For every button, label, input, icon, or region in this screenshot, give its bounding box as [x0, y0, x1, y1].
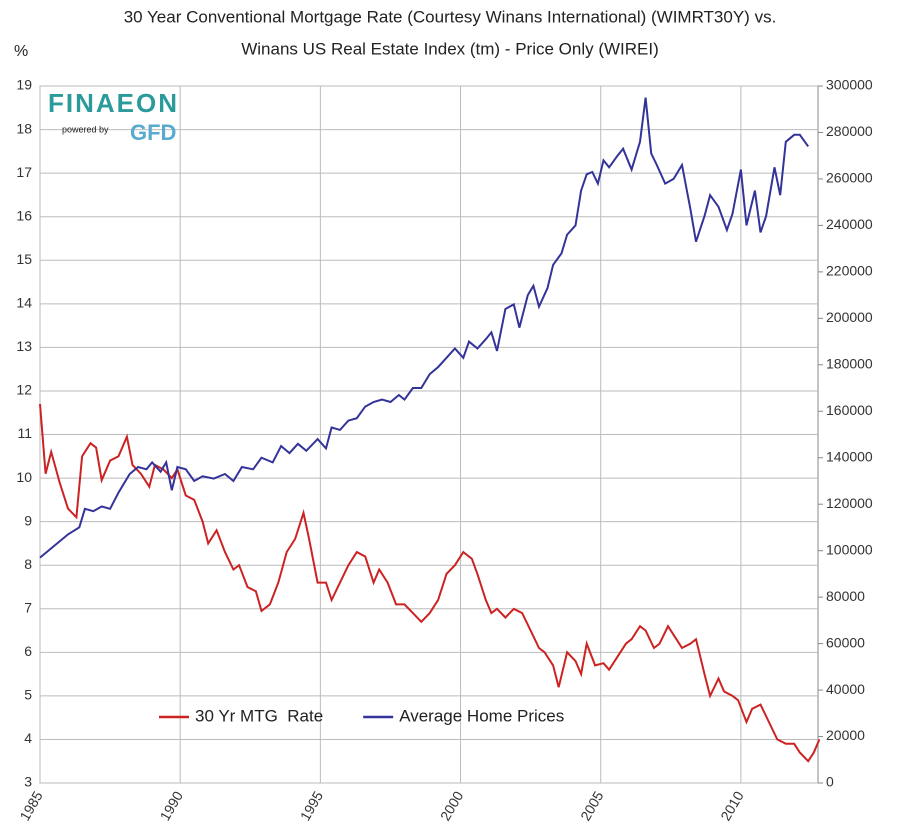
y-tick-label: 4 [24, 730, 32, 746]
y-axis-label: % [14, 43, 28, 60]
y2-tick-label: 40000 [826, 681, 865, 697]
y-tick-label: 7 [24, 599, 32, 615]
y2-tick-label: 120000 [826, 495, 873, 511]
y-tick-label: 19 [16, 77, 32, 93]
y-tick-label: 9 [24, 512, 32, 528]
y2-tick-label: 240000 [826, 216, 873, 232]
y2-tick-label: 300000 [826, 77, 873, 93]
y-tick-label: 10 [16, 469, 32, 485]
legend-label: Average Home Prices [399, 706, 564, 725]
y-tick-label: 11 [17, 425, 32, 441]
chart-title: 30 Year Conventional Mortgage Rate (Cour… [124, 7, 777, 26]
y-tick-label: 18 [16, 120, 32, 136]
y-tick-label: 3 [24, 774, 32, 790]
y2-tick-label: 140000 [826, 448, 873, 464]
y2-tick-label: 260000 [826, 170, 873, 186]
y-tick-label: 16 [16, 207, 32, 223]
y-tick-label: 12 [16, 382, 32, 398]
legend-label: 30 Yr MTG Rate [195, 706, 323, 725]
y2-tick-label: 80000 [826, 588, 865, 604]
chart-title: Winans US Real Estate Index (tm) - Price… [241, 39, 659, 58]
y-tick-label: 13 [16, 338, 32, 354]
y-tick-label: 6 [24, 643, 32, 659]
y2-tick-label: 200000 [826, 309, 873, 325]
y-tick-label: 15 [16, 251, 32, 267]
y-tick-label: 5 [24, 687, 32, 703]
data-line [39, 97, 810, 559]
y2-tick-label: 180000 [826, 356, 873, 372]
logo: powered by [62, 124, 109, 134]
y-tick-label: 17 [16, 164, 32, 180]
y2-tick-label: 20000 [826, 727, 865, 743]
y2-tick-label: 0 [826, 774, 834, 790]
y2-tick-label: 280000 [826, 123, 873, 139]
logo: GFD [130, 120, 176, 145]
y2-tick-label: 60000 [826, 634, 865, 650]
y2-tick-label: 100000 [826, 541, 873, 557]
logo: FINAEON [48, 88, 179, 118]
y-tick-label: 14 [16, 295, 32, 311]
y2-tick-label: 160000 [826, 402, 873, 418]
data-line [39, 403, 821, 763]
y2-tick-label: 220000 [826, 263, 873, 279]
y-tick-label: 8 [24, 556, 32, 572]
plot-area: 3 4 5 6 7 8 9 10 11 12 13 14 15 16 17 18 19 0 20000 40000 60… [16, 77, 873, 824]
